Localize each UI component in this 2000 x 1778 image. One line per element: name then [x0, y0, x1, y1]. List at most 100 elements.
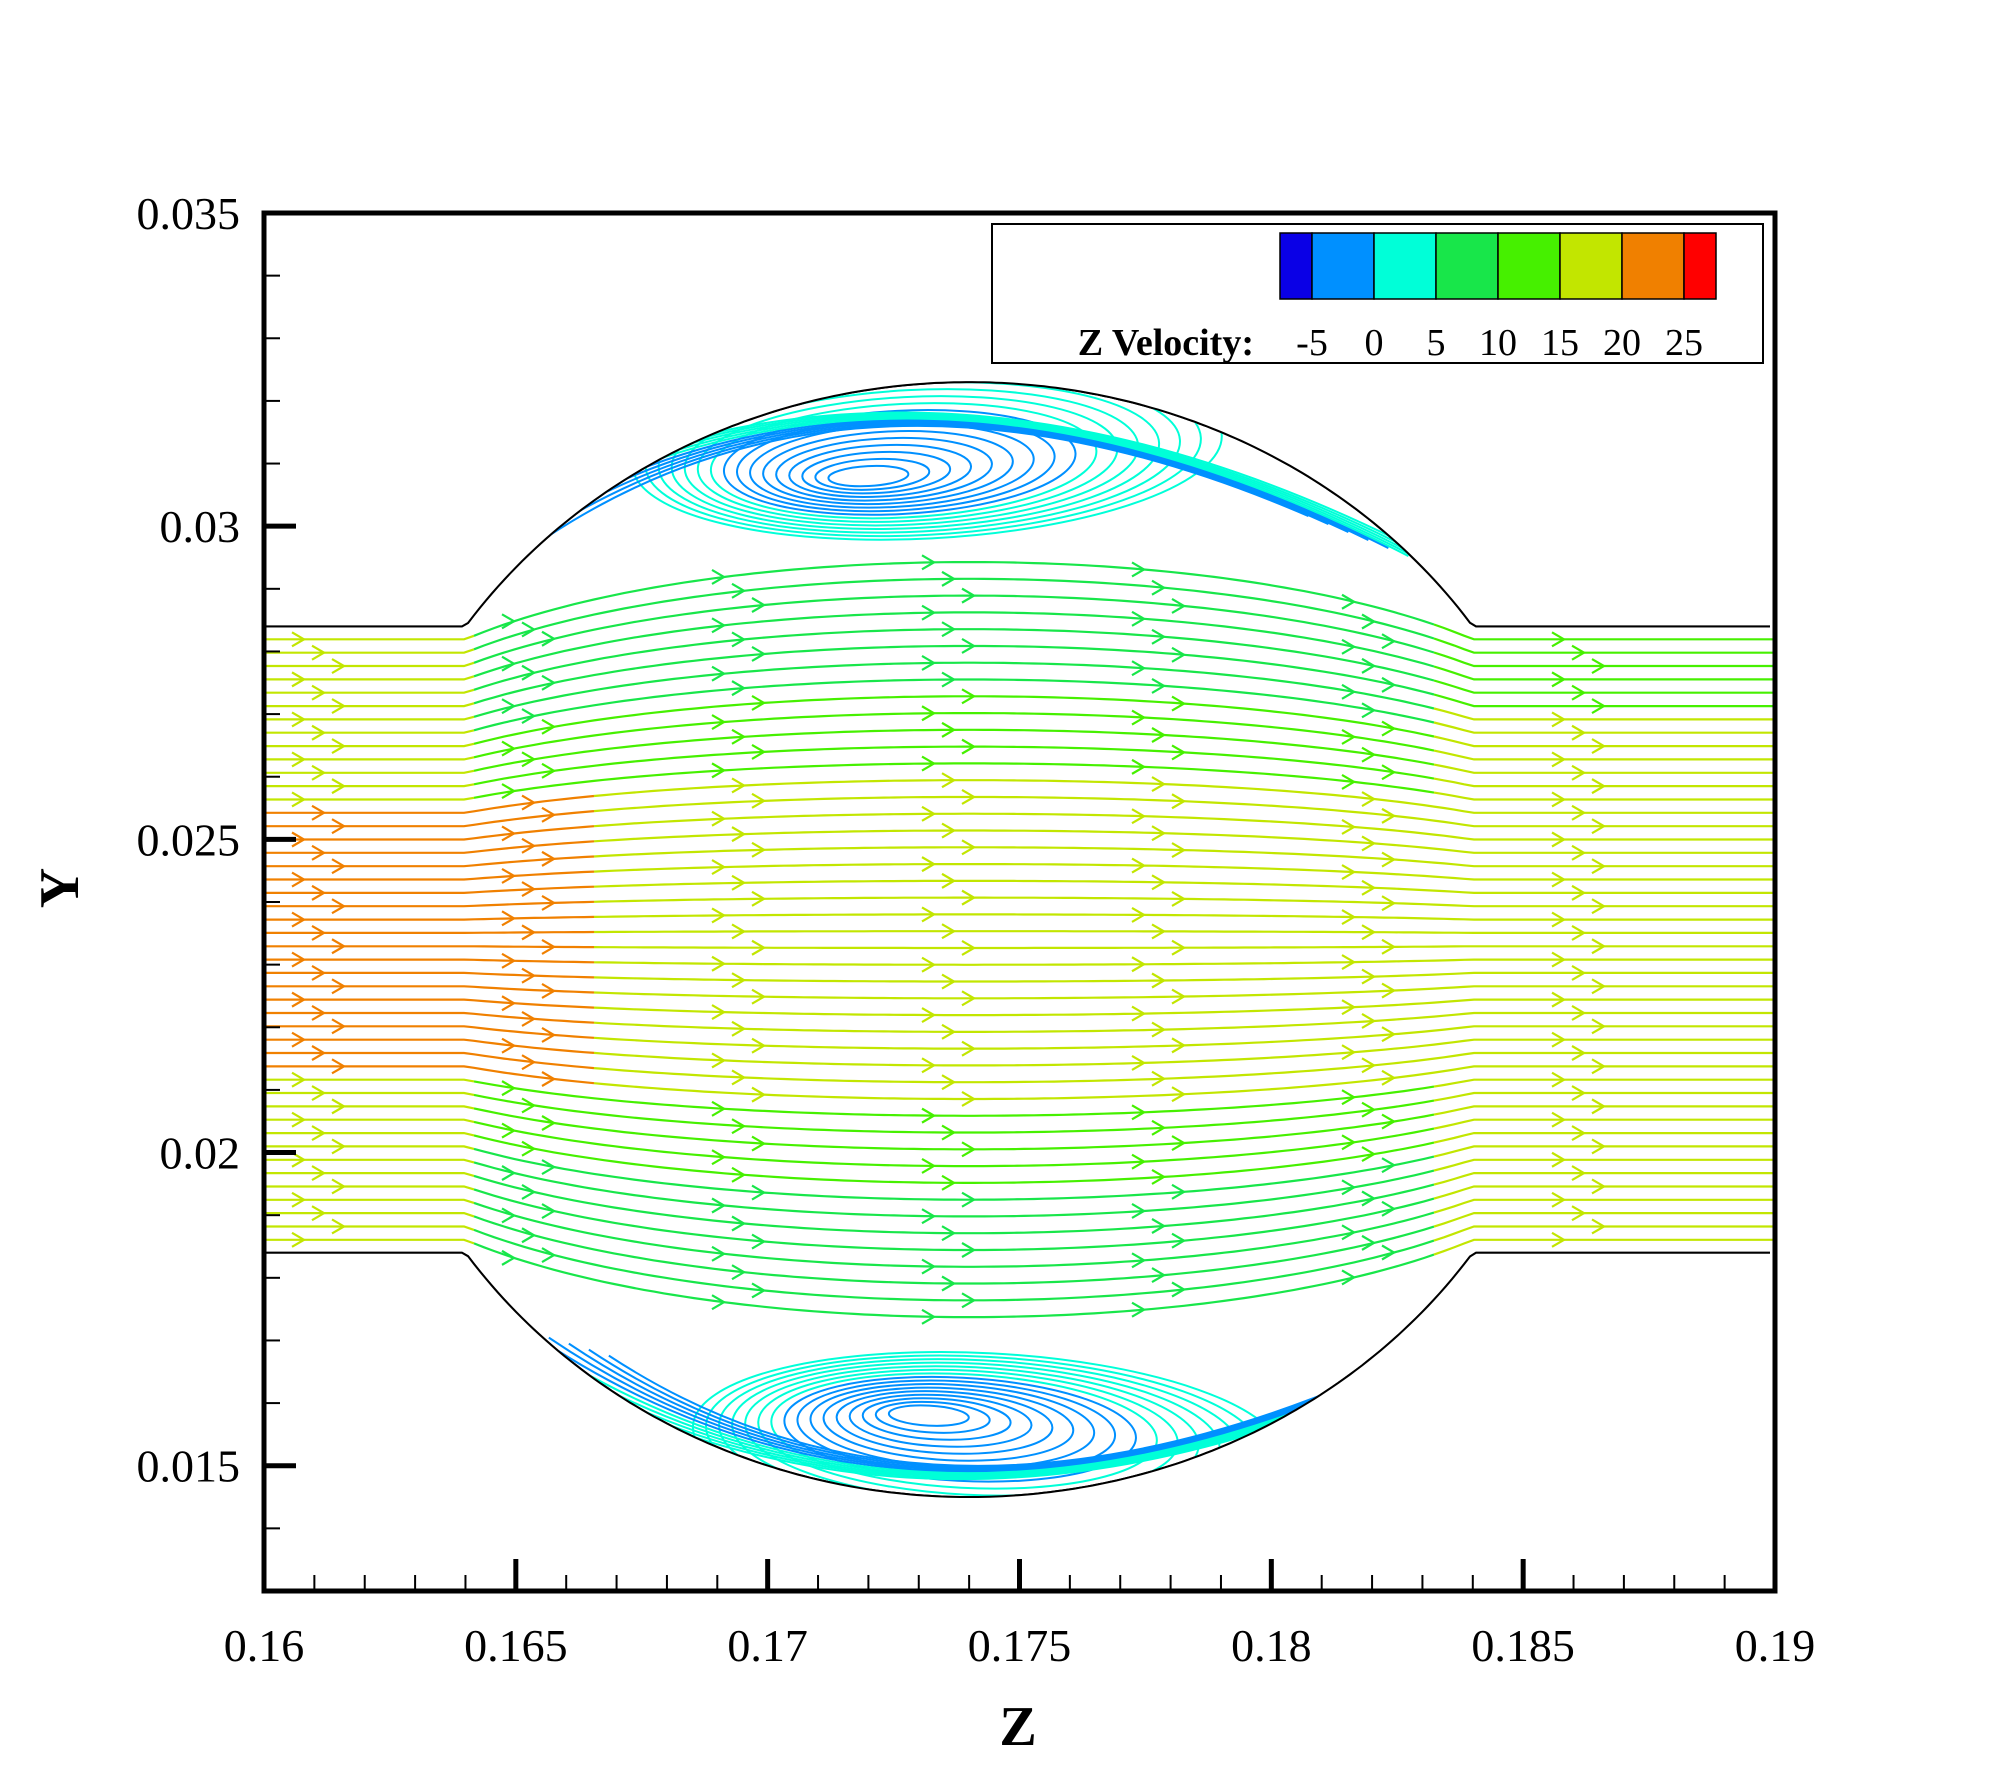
flow-arrow: [1151, 1218, 1167, 1234]
flow-arrow: [1381, 720, 1397, 737]
flow-arrow: [311, 644, 327, 661]
flow-arrow: [1361, 613, 1377, 630]
flow-arrow: [1551, 991, 1567, 1008]
axis-ticks: [261, 210, 1778, 1592]
streamline: [1433, 707, 1774, 721]
recirculation-arc: [568, 1342, 1410, 1470]
streamline: [594, 930, 1774, 934]
streamline: [264, 971, 595, 979]
streamline: [593, 879, 1774, 894]
vortex-streamline: [788, 443, 973, 498]
flow-arrow: [1131, 709, 1147, 726]
streamline: [264, 945, 594, 949]
flow-arrow: [1171, 842, 1187, 859]
flow-arrow: [291, 1031, 307, 1048]
flow-arrow: [1571, 1205, 1587, 1222]
flow-arrow: [311, 1085, 327, 1101]
flow-arrow: [1381, 633, 1397, 650]
flow-arrow: [921, 956, 937, 973]
flow-arrow: [1341, 1179, 1357, 1196]
flow-arrow: [921, 856, 937, 873]
flow-arrow: [501, 1165, 517, 1181]
flow-arrow: [731, 728, 747, 745]
flow-arrow: [921, 705, 937, 722]
streamline: [264, 756, 475, 761]
flow-arrow: [1131, 1054, 1147, 1071]
streamline: [1433, 1172, 1774, 1186]
y-tick-label: 0.035: [137, 188, 241, 239]
flow-arrow: [501, 825, 517, 842]
flow-arrow: [731, 1166, 747, 1183]
streamline: [473, 1107, 1435, 1151]
streamline: [264, 661, 475, 668]
flow-arrow: [751, 743, 767, 760]
vortex-streamline: [874, 1400, 991, 1434]
flow-arrow: [331, 938, 347, 955]
streamline: [593, 913, 1774, 921]
flow-arrow: [331, 1178, 347, 1195]
vortex-streamline: [887, 1404, 970, 1427]
flow-arrow: [751, 841, 767, 858]
flow-arrow: [731, 582, 747, 599]
streamline: [264, 1198, 475, 1204]
flow-arrow: [501, 698, 517, 715]
flow-arrow: [311, 1045, 327, 1061]
flow-arrow: [961, 638, 977, 654]
streamline: [264, 1238, 475, 1245]
streamline: [473, 1161, 1435, 1218]
streamline: [264, 1078, 475, 1083]
flow-arrow: [1151, 1021, 1167, 1038]
vortex-streamline: [709, 402, 1098, 520]
flow-arrow: [1131, 906, 1147, 923]
legend-swatch: [1683, 232, 1717, 300]
legend-swatch: [1621, 232, 1685, 300]
legend-swatch: [1279, 232, 1313, 300]
flow-arrow: [751, 890, 767, 907]
flow-arrow: [941, 721, 957, 738]
streamline: [264, 958, 595, 964]
flow-arrow: [961, 738, 977, 755]
flow-arrow: [331, 1138, 347, 1155]
flow-arrow: [331, 1098, 347, 1115]
flow-arrow: [311, 724, 327, 741]
flow-arrow: [521, 837, 537, 854]
flow-arrow: [941, 570, 957, 587]
axis-tick-labels: 0.16 0.165 0.17 0.175 0.18 0.185 0.19 0.015 0.02…: [137, 188, 1816, 1671]
flow-arrow: [1131, 1301, 1147, 1318]
flow-arrow: [731, 631, 747, 648]
flow-arrow: [541, 806, 557, 823]
flow-arrow: [1551, 631, 1567, 648]
flow-arrow: [1151, 1119, 1167, 1136]
flow-arrow: [961, 889, 977, 906]
streamline: [1433, 749, 1774, 761]
flow-arrow: [331, 1018, 347, 1035]
y-tick-label: 0.03: [160, 501, 241, 552]
flow-arrow: [711, 859, 727, 876]
flow-arrow: [941, 1174, 957, 1191]
flow-arrow: [1571, 964, 1587, 981]
flow-arrow: [711, 762, 727, 779]
streamline: [264, 885, 595, 894]
legend-swatch: [1311, 232, 1375, 300]
flow-arrow: [751, 597, 767, 613]
flow-arrow: [291, 871, 307, 888]
streamline: [1433, 1118, 1774, 1130]
streamline: [1433, 1158, 1774, 1172]
flow-arrow: [1151, 1168, 1167, 1185]
streamline: [264, 1145, 475, 1150]
streamline: [264, 675, 475, 681]
flow-arrow: [751, 792, 767, 809]
flow-arrow: [1341, 638, 1357, 655]
y-tick-label: 0.02: [160, 1128, 241, 1179]
flow-arrow: [1591, 738, 1607, 755]
flow-arrow: [1381, 1244, 1397, 1261]
flow-arrow: [291, 671, 307, 688]
recirculation-arc: [527, 423, 1329, 543]
flow-arrow: [1591, 898, 1607, 915]
flow-arrow: [1151, 972, 1167, 989]
vortex-streamline: [801, 450, 952, 495]
x-axis-title: Z: [999, 1696, 1036, 1758]
flow-arrow: [711, 1197, 727, 1214]
flow-arrow: [501, 1037, 517, 1054]
